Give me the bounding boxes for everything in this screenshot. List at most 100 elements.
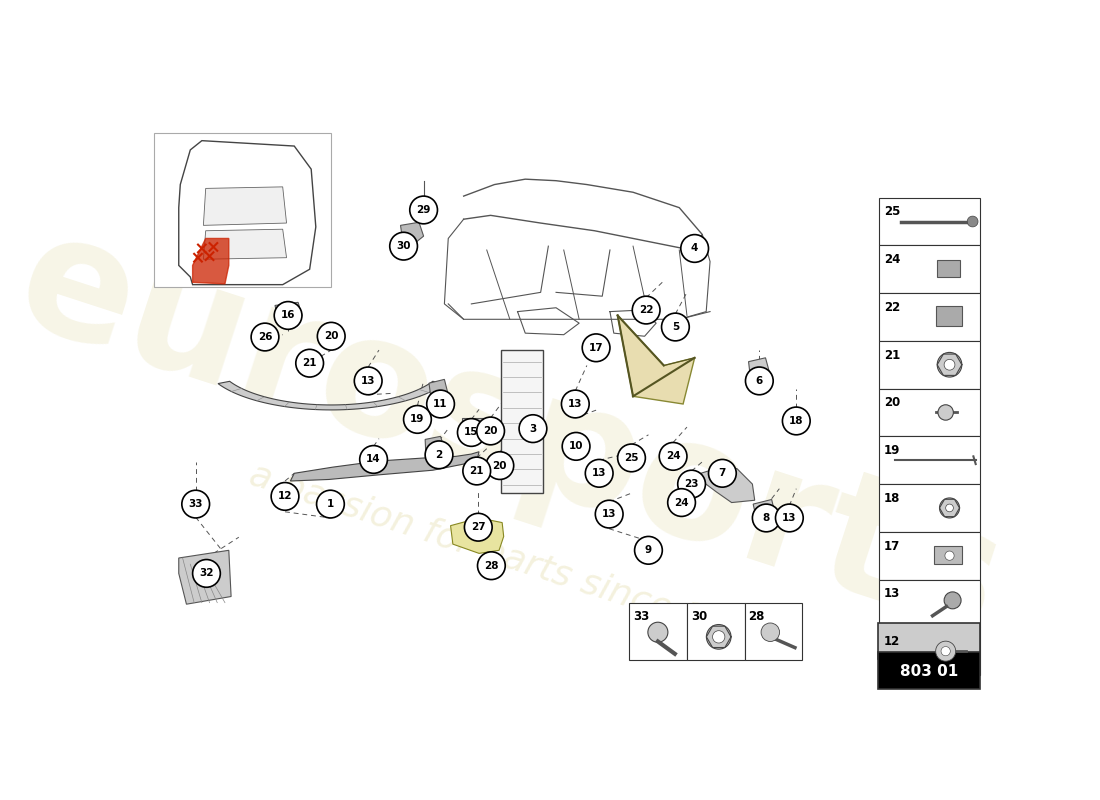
Polygon shape xyxy=(429,379,449,400)
Circle shape xyxy=(425,441,453,469)
FancyBboxPatch shape xyxy=(880,389,980,436)
Text: 27: 27 xyxy=(471,522,485,532)
FancyBboxPatch shape xyxy=(878,653,980,689)
Circle shape xyxy=(354,367,382,394)
Polygon shape xyxy=(178,141,316,285)
Circle shape xyxy=(668,489,695,517)
Circle shape xyxy=(271,482,299,510)
FancyBboxPatch shape xyxy=(500,350,543,493)
Text: 30: 30 xyxy=(691,610,707,623)
Circle shape xyxy=(274,302,301,330)
Text: 18: 18 xyxy=(884,492,901,505)
Text: 21: 21 xyxy=(470,466,484,476)
Circle shape xyxy=(251,323,279,351)
Polygon shape xyxy=(400,222,424,242)
FancyBboxPatch shape xyxy=(880,436,980,484)
Circle shape xyxy=(409,196,438,224)
Circle shape xyxy=(632,296,660,324)
Circle shape xyxy=(463,457,491,485)
Text: 28: 28 xyxy=(484,561,498,570)
Text: 17: 17 xyxy=(588,342,604,353)
Text: 24: 24 xyxy=(674,498,689,507)
Text: 4: 4 xyxy=(691,243,698,254)
Polygon shape xyxy=(275,302,301,321)
Circle shape xyxy=(427,390,454,418)
Text: 24: 24 xyxy=(666,451,681,462)
Text: 20: 20 xyxy=(483,426,498,436)
FancyBboxPatch shape xyxy=(686,602,745,660)
FancyBboxPatch shape xyxy=(880,532,980,579)
Text: 20: 20 xyxy=(884,396,900,410)
Circle shape xyxy=(486,452,514,479)
Polygon shape xyxy=(749,358,770,382)
Text: a passion for parts since 1985: a passion for parts since 1985 xyxy=(245,458,774,658)
Text: 8: 8 xyxy=(762,513,770,523)
Polygon shape xyxy=(451,518,504,554)
Text: 6: 6 xyxy=(756,376,763,386)
Polygon shape xyxy=(618,315,695,404)
Circle shape xyxy=(776,504,803,532)
Circle shape xyxy=(618,444,646,472)
Circle shape xyxy=(458,418,485,446)
Polygon shape xyxy=(204,230,286,259)
FancyBboxPatch shape xyxy=(154,133,331,287)
Text: 1: 1 xyxy=(327,499,334,509)
Circle shape xyxy=(519,414,547,442)
Circle shape xyxy=(582,334,609,362)
Polygon shape xyxy=(254,331,270,345)
Circle shape xyxy=(678,470,705,498)
Circle shape xyxy=(296,350,323,377)
Circle shape xyxy=(464,514,492,541)
Text: 30: 30 xyxy=(396,241,410,251)
Circle shape xyxy=(713,630,725,643)
Circle shape xyxy=(595,500,623,528)
Text: 33: 33 xyxy=(634,610,649,623)
Circle shape xyxy=(477,552,505,579)
Text: 22: 22 xyxy=(884,301,900,314)
Text: 20: 20 xyxy=(324,331,339,342)
FancyBboxPatch shape xyxy=(462,418,484,435)
Circle shape xyxy=(648,622,668,642)
Text: 3: 3 xyxy=(529,424,537,434)
Text: 9: 9 xyxy=(645,546,652,555)
Text: 5: 5 xyxy=(672,322,679,332)
Text: 12: 12 xyxy=(278,491,293,502)
FancyBboxPatch shape xyxy=(878,622,980,659)
Circle shape xyxy=(635,537,662,564)
Circle shape xyxy=(761,623,780,642)
Circle shape xyxy=(659,442,686,470)
FancyBboxPatch shape xyxy=(880,627,980,675)
FancyBboxPatch shape xyxy=(629,602,686,660)
Polygon shape xyxy=(701,466,755,502)
FancyBboxPatch shape xyxy=(880,341,980,389)
Text: 32: 32 xyxy=(199,568,213,578)
Text: 25: 25 xyxy=(625,453,639,463)
Circle shape xyxy=(945,551,954,560)
FancyBboxPatch shape xyxy=(937,260,960,277)
Text: eurosports: eurosports xyxy=(0,199,1021,670)
Circle shape xyxy=(404,406,431,434)
Text: 29: 29 xyxy=(417,205,431,215)
Circle shape xyxy=(782,407,810,435)
FancyBboxPatch shape xyxy=(880,246,980,293)
FancyBboxPatch shape xyxy=(880,198,980,246)
Circle shape xyxy=(706,625,732,649)
Circle shape xyxy=(360,446,387,474)
Circle shape xyxy=(562,433,590,460)
Polygon shape xyxy=(754,499,776,526)
Text: 7: 7 xyxy=(718,468,726,478)
Circle shape xyxy=(752,504,780,532)
Text: 2: 2 xyxy=(436,450,442,460)
Circle shape xyxy=(938,405,954,420)
FancyBboxPatch shape xyxy=(745,602,803,660)
Circle shape xyxy=(944,359,955,370)
Text: 15: 15 xyxy=(464,427,478,438)
Polygon shape xyxy=(290,452,480,481)
Circle shape xyxy=(585,459,613,487)
Polygon shape xyxy=(425,436,447,464)
Text: 17: 17 xyxy=(884,539,900,553)
Polygon shape xyxy=(178,550,231,604)
Circle shape xyxy=(389,232,418,260)
FancyBboxPatch shape xyxy=(880,293,980,341)
Circle shape xyxy=(182,490,209,518)
